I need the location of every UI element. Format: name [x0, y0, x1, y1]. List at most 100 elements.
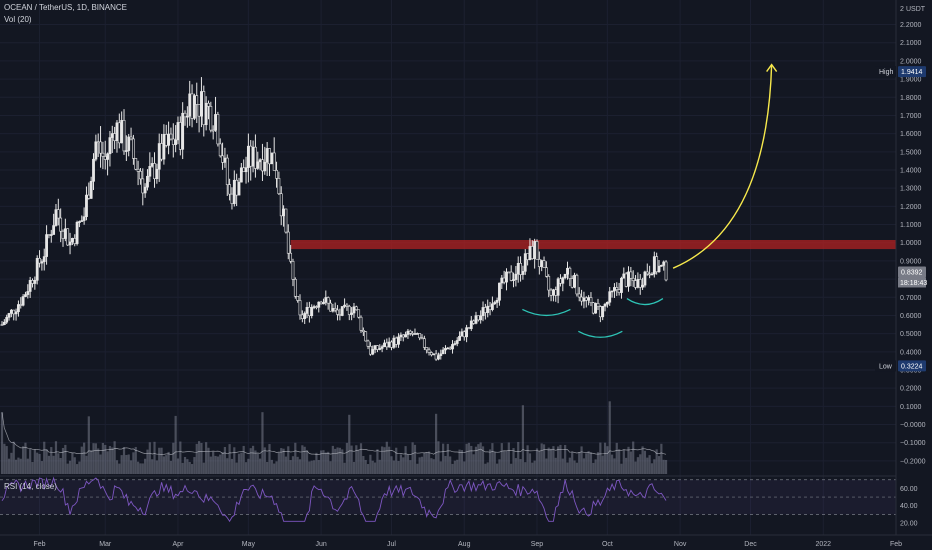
candle-body	[397, 336, 400, 345]
volume-bar	[247, 458, 250, 474]
candle	[575, 273, 579, 297]
candle-body	[200, 91, 203, 117]
candle-body	[183, 112, 187, 118]
volume-bar	[261, 412, 264, 474]
volume-bar	[90, 450, 93, 474]
candle	[228, 178, 232, 201]
volume-bar	[655, 449, 658, 474]
projection-arrowhead[interactable]	[766, 63, 778, 72]
candle-body	[620, 277, 623, 293]
candle-body	[96, 141, 100, 144]
volume-bar	[488, 449, 492, 474]
volume-bar	[101, 442, 104, 474]
volume-bar	[12, 441, 15, 474]
candle	[272, 137, 276, 171]
candle-body	[211, 129, 215, 132]
cup-pattern-arcs[interactable]	[522, 298, 664, 338]
volume-bar	[660, 443, 663, 474]
candle	[495, 297, 499, 308]
volume-bar	[399, 454, 402, 474]
candle-body	[132, 138, 135, 159]
volume-bar	[390, 456, 393, 474]
volume-bar	[263, 447, 266, 474]
symbol-title[interactable]: OCEAN / TetherUS, 1D, BINANCE	[4, 3, 127, 12]
candle	[68, 232, 72, 255]
volume-indicator-label[interactable]: Vol (20)	[4, 15, 32, 24]
candle-body	[598, 306, 602, 318]
candle	[174, 125, 178, 153]
candle-body	[434, 353, 438, 360]
candle-body	[310, 307, 314, 317]
candle-body	[209, 106, 213, 131]
candle-body	[45, 234, 48, 257]
rsi-tick-label: 20.00	[900, 521, 918, 528]
candle	[645, 263, 649, 276]
volume-bar	[632, 441, 635, 474]
candle-body	[324, 297, 328, 303]
price-tick-label: 1.4000	[900, 168, 922, 175]
cup-arc[interactable]	[626, 298, 664, 306]
volume-bar	[610, 454, 614, 474]
candle	[521, 265, 525, 280]
candle-body	[54, 209, 58, 226]
candle-body	[664, 261, 668, 281]
candle	[380, 344, 384, 353]
volume-bar	[557, 446, 560, 474]
volume-bar	[510, 463, 513, 474]
volume-bar	[639, 454, 642, 474]
volume-bar	[345, 442, 349, 474]
candle-body	[491, 303, 494, 310]
candle	[561, 276, 565, 292]
projection-curve[interactable]	[672, 64, 773, 269]
candle-body	[399, 334, 403, 338]
volume-bar	[132, 452, 135, 474]
high-marker-label-bg	[875, 66, 896, 78]
candle-body	[7, 313, 11, 318]
volume-bar	[165, 455, 168, 474]
candle	[361, 327, 365, 336]
candle	[455, 337, 459, 347]
candle-body	[251, 146, 255, 167]
candle	[155, 163, 159, 184]
candle-body	[160, 143, 163, 160]
cup-arc[interactable]	[578, 330, 623, 338]
candle-body	[279, 193, 283, 217]
volume-bar	[118, 463, 121, 474]
candle-body	[0, 324, 4, 326]
last-price-marker[interactable]: 0.8392 18:18:43	[898, 266, 927, 288]
low-marker-value: 0.3224	[901, 363, 923, 370]
candle	[340, 306, 344, 317]
resistance-zone[interactable]	[290, 240, 897, 250]
volume-bar	[472, 454, 475, 474]
volume-bar	[571, 452, 574, 474]
candle-body	[146, 175, 149, 188]
candle	[359, 315, 363, 333]
volume-bar	[240, 452, 243, 474]
high-marker[interactable]: High 1.9414	[875, 66, 926, 78]
candle	[397, 333, 400, 348]
candle	[33, 276, 37, 290]
candle-body	[343, 304, 346, 307]
candle-body	[634, 280, 637, 288]
cup-arc[interactable]	[522, 308, 571, 317]
candle-body	[404, 334, 407, 338]
candle-body	[502, 277, 506, 283]
projection-arrow[interactable]	[672, 63, 778, 269]
volume-bar	[615, 442, 618, 474]
candle-body	[521, 271, 525, 275]
candle-body	[662, 261, 666, 266]
candle-body	[446, 347, 450, 350]
candle-body	[235, 179, 239, 196]
volume-bar	[355, 445, 358, 474]
low-marker[interactable]: Low 0.3224	[875, 360, 926, 372]
candle	[465, 324, 468, 343]
low-marker-label-bg	[875, 360, 896, 372]
rsi-indicator-label[interactable]: RSI (14, close)	[4, 482, 57, 491]
volume-bar	[449, 456, 452, 474]
volume-bar	[359, 443, 363, 474]
candle-body	[232, 179, 236, 204]
candle-body	[174, 139, 178, 145]
